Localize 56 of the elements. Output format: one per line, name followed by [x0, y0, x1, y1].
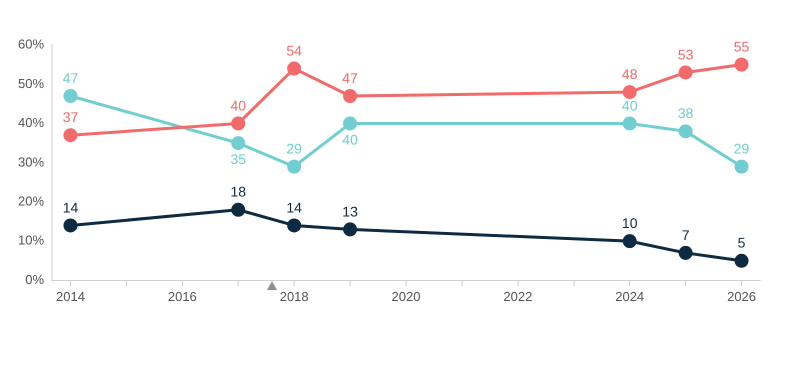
x-tick-label: 2016 — [168, 288, 197, 304]
x-tick-label: 2018 — [280, 288, 309, 304]
data-label: 40 — [342, 131, 358, 148]
point — [734, 160, 749, 174]
data-label: 47 — [62, 70, 78, 86]
data-label: 40 — [230, 97, 246, 114]
data-label: 14 — [62, 199, 78, 216]
point — [622, 234, 637, 248]
point — [622, 85, 637, 100]
data-label: 40 — [622, 97, 638, 114]
point — [622, 116, 637, 130]
data-label: 35 — [230, 150, 246, 167]
data-label: 48 — [622, 66, 638, 82]
point — [63, 89, 78, 104]
data-label: 53 — [678, 46, 694, 62]
data-label: 29 — [734, 140, 750, 156]
y-tick-label: 10% — [18, 232, 44, 248]
data-label: 18 — [230, 184, 246, 200]
y-tick-label: 20% — [18, 194, 44, 209]
x-tick-label: 2014 — [56, 288, 85, 304]
y-tick-label: 0% — [25, 272, 44, 287]
point — [343, 89, 358, 104]
point — [734, 58, 749, 72]
y-tick-label: 60% — [18, 36, 44, 52]
point — [231, 116, 246, 130]
point — [343, 116, 358, 130]
y-tick-label: 40% — [18, 115, 44, 130]
x-tick-label: 2020 — [392, 288, 420, 304]
data-label: 29 — [286, 140, 302, 156]
point — [343, 222, 358, 236]
point — [63, 128, 78, 142]
data-label: 54 — [286, 42, 302, 58]
data-label: 10 — [622, 215, 638, 232]
x-tick-label: 2026 — [727, 288, 756, 304]
data-label: 14 — [286, 199, 302, 216]
data-label: 47 — [342, 70, 358, 86]
point — [63, 218, 78, 232]
y-tick-label: 30% — [18, 154, 44, 170]
point — [231, 136, 246, 150]
data-label: 7 — [682, 226, 690, 243]
data-label: 5 — [738, 234, 746, 251]
data-label: 37 — [62, 109, 78, 126]
point — [287, 160, 302, 174]
data-label: 13 — [342, 203, 358, 220]
data-label: 38 — [678, 105, 694, 122]
point — [678, 246, 693, 260]
data-label: 55 — [734, 38, 750, 54]
point — [678, 124, 693, 138]
x-tick-label: 2024 — [615, 288, 644, 304]
y-tick-label: 50% — [18, 76, 44, 91]
x-tick-label: 2022 — [503, 288, 532, 304]
point — [678, 65, 693, 80]
point — [287, 218, 302, 232]
point — [231, 202, 246, 217]
point — [287, 62, 302, 76]
point — [734, 254, 749, 268]
